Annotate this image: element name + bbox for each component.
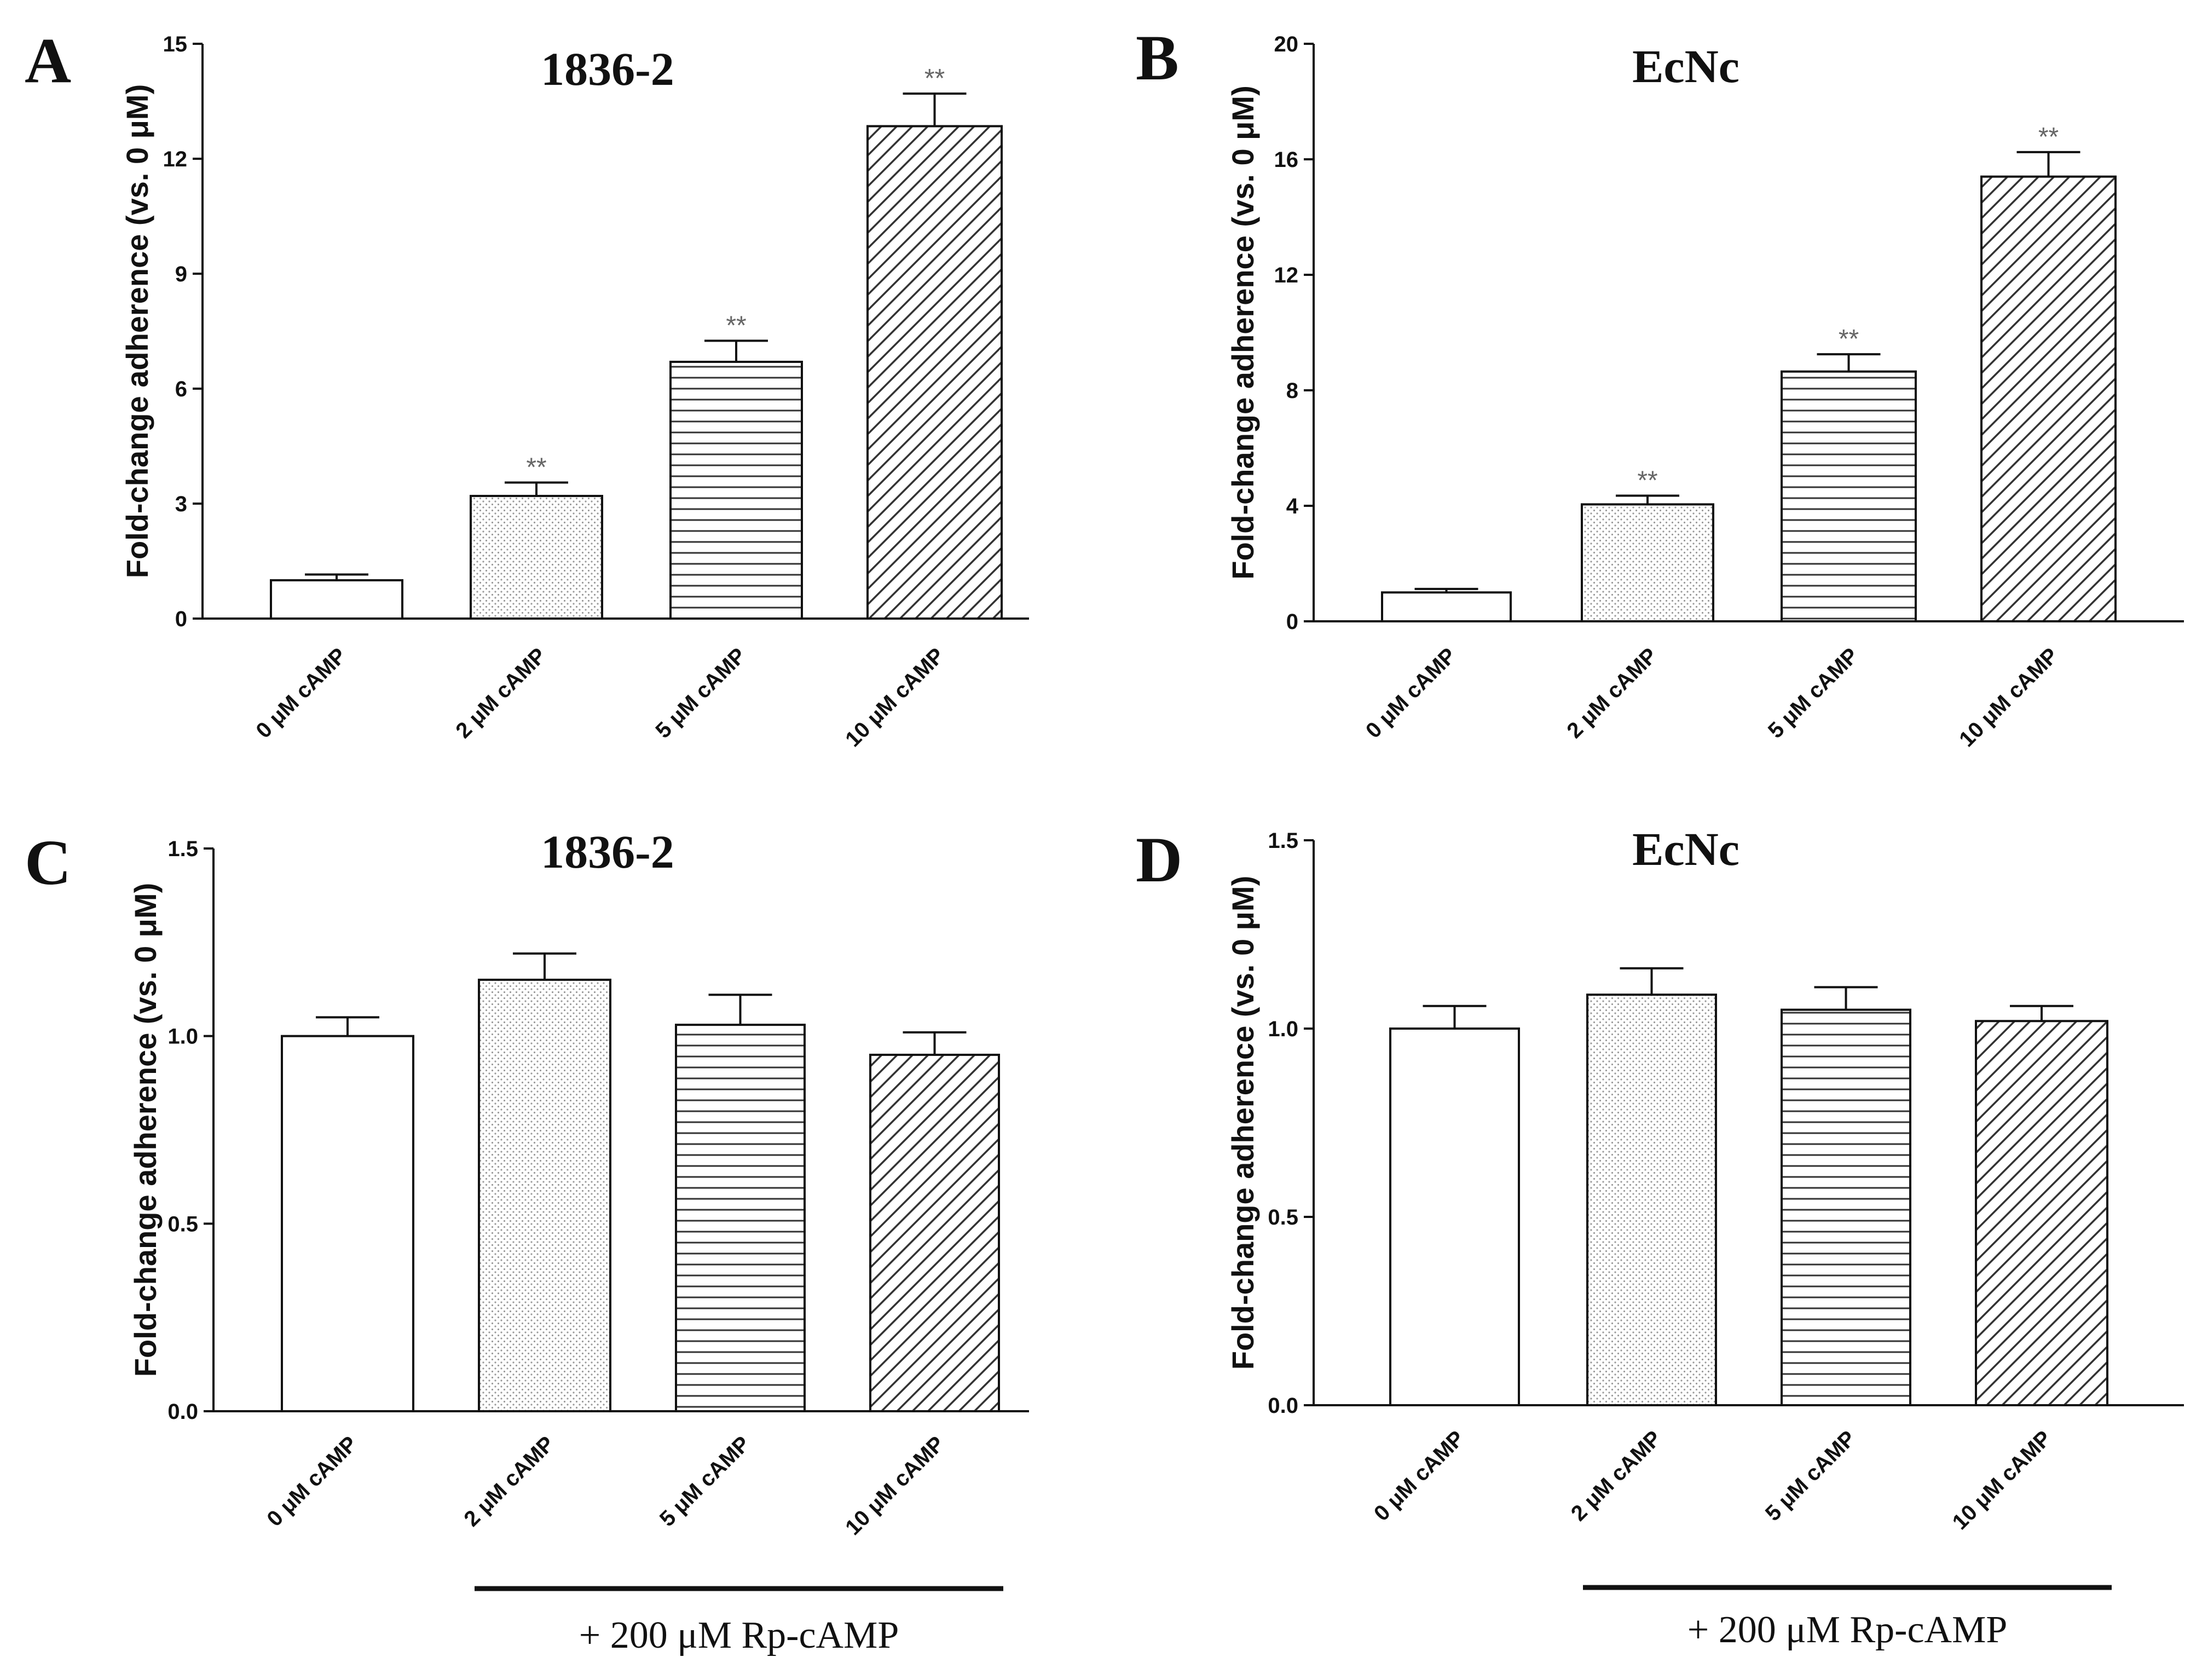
y-tick-label: 0.0 <box>1268 1394 1298 1418</box>
bar <box>869 1053 1000 1412</box>
treatment-label: + 200 μM Rp-cAMP <box>579 1614 899 1656</box>
y-tick-label: 0 <box>1286 610 1298 634</box>
y-tick-label: 0.5 <box>1268 1205 1298 1229</box>
bar <box>270 579 403 620</box>
panel-letter: B <box>1136 22 1179 94</box>
y-tick-label: 6 <box>175 377 187 401</box>
chart-panel-d: D EcNc 0.0 0.5 1.0 1.5 Fold-change adherence (… <box>1136 823 2184 1651</box>
y-tick-label: 4 <box>1286 494 1299 518</box>
y-axis-label: Fold-change adherence (vs. 0 μM) <box>120 84 154 578</box>
bar <box>1381 591 1512 622</box>
x-tick-label: 10 μM cAMP <box>841 643 949 752</box>
y-tick-label: 0 <box>175 607 187 631</box>
bar <box>281 1035 414 1412</box>
x-tick-label: 0 μM cAMP <box>1361 643 1461 743</box>
treatment-label: + 200 μM Rp-cAMP <box>1687 1609 2008 1651</box>
significance-label: ** <box>1637 466 1657 495</box>
y-tick-label: 20 <box>1274 32 1299 56</box>
y-tick-label: 15 <box>163 32 188 56</box>
significance-label: ** <box>526 453 546 482</box>
y-tick-label: 3 <box>175 492 187 516</box>
x-tick-label: 5 μM cAMP <box>651 643 750 743</box>
bar <box>478 978 611 1413</box>
y-tick-label: 12 <box>1274 263 1299 287</box>
bar <box>1781 1008 1911 1406</box>
chart-panel-a: A 1836-2 0 3 6 9 12 15 Fold-change adherence (vs… <box>25 25 1029 752</box>
x-tick-label: 5 μM cAMP <box>1764 643 1863 743</box>
x-tick-label: 0 μM cAMP <box>1369 1426 1469 1526</box>
significance-label: ** <box>726 311 746 340</box>
bar <box>1581 503 1714 622</box>
bar <box>470 495 603 620</box>
significance-label: ** <box>924 64 945 93</box>
x-tick-label: 10 μM cAMP <box>841 1431 949 1540</box>
y-axis-label: Fold-change adherence (vs. 0 μM) <box>1226 876 1260 1370</box>
y-tick-label: 1.0 <box>1268 1017 1298 1041</box>
y-tick-label: 9 <box>175 262 187 286</box>
x-tick-label: 5 μM cAMP <box>655 1431 755 1531</box>
x-tick-label: 2 μM cAMP <box>1567 1426 1666 1526</box>
x-tick-label: 2 μM cAMP <box>1562 643 1662 743</box>
x-tick-label: 0 μM cAMP <box>251 643 351 743</box>
x-tick-label: 10 μM cAMP <box>1948 1426 2056 1534</box>
significance-label: ** <box>2038 123 2059 152</box>
bar <box>675 1024 806 1412</box>
x-tick-label: 5 μM cAMP <box>1761 1426 1860 1526</box>
bar <box>1975 1020 2108 1406</box>
y-tick-label: 16 <box>1274 148 1299 172</box>
y-tick-label: 0.0 <box>167 1400 198 1424</box>
bar <box>1389 1027 1520 1406</box>
bar <box>669 361 803 620</box>
y-tick-label: 8 <box>1286 379 1298 403</box>
bar <box>1586 994 1717 1406</box>
x-tick-label: 0 μM cAMP <box>262 1431 362 1531</box>
y-tick-label: 0.5 <box>167 1212 198 1236</box>
bar <box>866 125 1003 620</box>
panel-letter: D <box>1136 824 1182 896</box>
chart-title: 1836-2 <box>541 825 674 878</box>
y-axis-label: Fold-change adherence (vs. 0 μM) <box>128 883 163 1377</box>
significance-label: ** <box>1839 325 1859 354</box>
x-tick-label: 2 μM cAMP <box>451 643 551 743</box>
panel-letter: C <box>25 827 71 898</box>
bar <box>1980 175 2117 622</box>
chart-title: EcNc <box>1632 40 1739 93</box>
chart-panel-b: B EcNc 0 4 8 12 16 20 Fold-change adherence (vs.… <box>1136 22 2184 752</box>
chart-title: EcNc <box>1632 823 1739 875</box>
y-tick-label: 12 <box>163 147 188 171</box>
x-tick-label: 10 μM cAMP <box>1955 643 2063 752</box>
y-tick-label: 1.5 <box>1268 829 1298 853</box>
chart-title: 1836-2 <box>541 43 674 95</box>
y-tick-label: 1.5 <box>167 837 198 861</box>
panel-letter: A <box>25 25 71 96</box>
y-tick-label: 1.0 <box>167 1025 198 1049</box>
x-tick-label: 2 μM cAMP <box>459 1431 559 1531</box>
bar <box>1781 370 1917 623</box>
y-axis-label: Fold-change adherence (vs. 0 μM) <box>1226 85 1260 579</box>
